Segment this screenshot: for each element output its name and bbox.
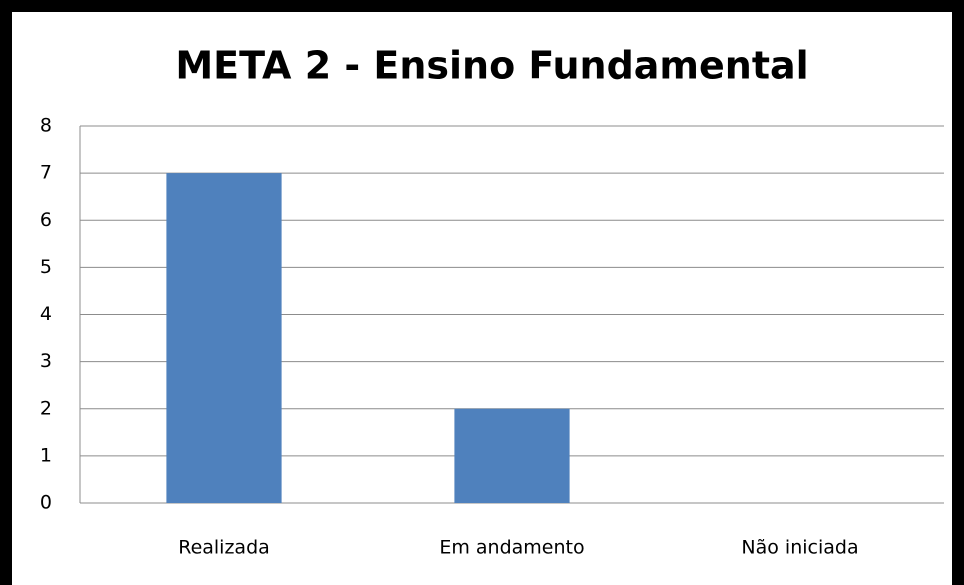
- y-tick-label: 4: [40, 303, 52, 325]
- x-tick-label: Em andamento: [439, 537, 584, 559]
- y-tick-label: 5: [40, 256, 52, 278]
- y-tick-label: 2: [40, 397, 52, 419]
- y-tick-label: 7: [40, 162, 52, 184]
- y-tick-label: 0: [40, 492, 52, 514]
- chart-title: META 2 - Ensino Fundamental: [175, 44, 808, 88]
- bar: [454, 408, 570, 503]
- bar: [166, 173, 282, 503]
- y-tick-label: 6: [40, 209, 52, 231]
- x-tick-label: Realizada: [178, 537, 270, 559]
- x-tick-label: Não iniciada: [741, 537, 858, 559]
- y-tick-label: 1: [40, 444, 52, 466]
- y-tick-label: 8: [40, 115, 52, 137]
- y-tick-label: 3: [40, 350, 52, 372]
